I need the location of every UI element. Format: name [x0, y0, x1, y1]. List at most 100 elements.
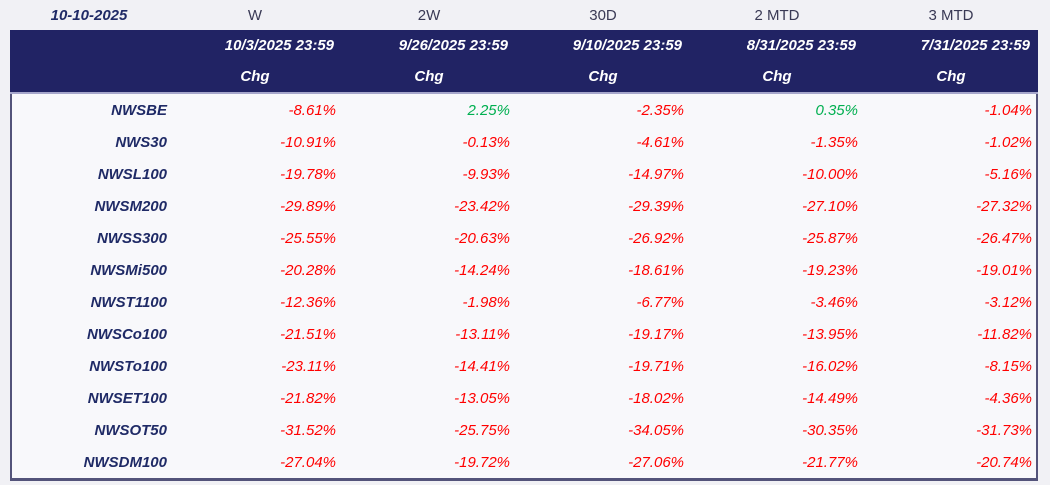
- table-row: NWSOT50 -31.52% -25.75% -34.05% -30.35% -31.7…: [12, 414, 1040, 446]
- row-label: NWSOT50: [94, 421, 167, 439]
- value-cell: -19.78%: [280, 165, 336, 183]
- period-label-2mtd: 2 MTD: [754, 6, 800, 24]
- value-cell: -8.15%: [984, 357, 1032, 375]
- chg-label-2mtd: Chg: [762, 68, 792, 85]
- value-cell: -9.93%: [462, 165, 510, 183]
- report-date: 10-10-2025: [50, 6, 128, 24]
- date-header-spacer: [10, 30, 168, 61]
- value-cell: -1.04%: [984, 101, 1032, 119]
- row-label: NWSBE: [111, 101, 167, 119]
- table-body: NWSBE -8.61% 2.25% -2.35% 0.35% -1.04% NWS30 -1…: [10, 94, 1038, 481]
- value-cell: -34.05%: [628, 421, 684, 439]
- value-cell: -10.00%: [802, 165, 858, 183]
- table-header-band: 10/3/2025 23:59 9/26/2025 23:59 9/10/202…: [10, 30, 1038, 94]
- value-cell: -21.77%: [802, 453, 858, 471]
- value-cell: -25.75%: [454, 421, 510, 439]
- value-cell: -23.11%: [281, 357, 336, 375]
- value-cell: -31.52%: [280, 421, 336, 439]
- value-cell: -16.02%: [802, 357, 858, 375]
- table-row: NWSS300 -25.55% -20.63% -26.92% -25.87% -26.4…: [12, 222, 1040, 254]
- column-date-2w: 9/26/2025 23:59: [398, 37, 508, 54]
- table-row: NWSET100 -21.82% -13.05% -18.02% -14.49% -4.3…: [12, 382, 1040, 414]
- value-cell: -14.41%: [454, 357, 510, 375]
- row-label: NWST1100: [90, 293, 167, 311]
- value-cell: -14.49%: [802, 389, 858, 407]
- value-cell: -13.95%: [802, 325, 858, 343]
- table-row: NWSTo100 -23.11% -14.41% -19.71% -16.02% -8.1…: [12, 350, 1040, 382]
- period-label-2w: 2W: [417, 6, 441, 24]
- table-row: NWS30 -10.91% -0.13% -4.61% -1.35% -1.02%: [12, 126, 1040, 158]
- chg-header-spacer: [10, 61, 168, 92]
- value-cell: -1.35%: [810, 133, 858, 151]
- period-header-row: 10-10-2025 W 2W 30D 2 MTD 3 MTD: [10, 0, 1038, 30]
- value-cell: -20.63%: [454, 229, 510, 247]
- value-cell: -26.92%: [628, 229, 684, 247]
- value-cell: -27.06%: [628, 453, 684, 471]
- value-cell: -20.74%: [976, 453, 1032, 471]
- value-cell: -4.61%: [636, 133, 684, 151]
- value-cell: -27.04%: [280, 453, 336, 471]
- chg-label-30d: Chg: [588, 68, 618, 85]
- value-cell: -5.16%: [984, 165, 1032, 183]
- date-header-row: 10/3/2025 23:59 9/26/2025 23:59 9/10/202…: [10, 30, 1038, 61]
- column-date-w: 10/3/2025 23:59: [224, 37, 334, 54]
- value-cell: -13.11%: [455, 325, 510, 343]
- value-cell: -21.82%: [280, 389, 336, 407]
- value-cell: -25.55%: [280, 229, 336, 247]
- value-cell: -19.01%: [976, 261, 1032, 279]
- value-cell: -14.24%: [454, 261, 510, 279]
- value-cell: -31.73%: [976, 421, 1032, 439]
- table-row: NWSBE -8.61% 2.25% -2.35% 0.35% -1.04%: [12, 94, 1040, 126]
- value-cell: -2.35%: [636, 101, 684, 119]
- value-cell: -8.61%: [288, 101, 336, 119]
- period-label-w: W: [247, 6, 263, 24]
- column-date-3mtd: 7/31/2025 23:59: [920, 37, 1030, 54]
- value-cell: -26.47%: [976, 229, 1032, 247]
- value-cell: -29.89%: [280, 197, 336, 215]
- value-cell: -20.28%: [280, 261, 336, 279]
- value-cell: -3.12%: [984, 293, 1032, 311]
- chg-label-w: Chg: [240, 68, 270, 85]
- value-cell: -4.36%: [984, 389, 1032, 407]
- row-label: NWSDM100: [83, 453, 167, 471]
- value-cell: -19.72%: [454, 453, 510, 471]
- row-label: NWSTo100: [89, 357, 167, 375]
- chg-header-row: Chg Chg Chg Chg Chg: [10, 61, 1038, 92]
- value-cell: -21.51%: [280, 325, 336, 343]
- value-cell: -14.97%: [628, 165, 684, 183]
- value-cell: 0.35%: [815, 101, 858, 119]
- value-cell: -1.98%: [462, 293, 510, 311]
- row-label: NWSMi500: [90, 261, 167, 279]
- value-cell: -19.17%: [628, 325, 684, 343]
- value-cell: -27.32%: [976, 197, 1032, 215]
- column-date-30d: 9/10/2025 23:59: [572, 37, 682, 54]
- chg-label-3mtd: Chg: [936, 68, 966, 85]
- row-label: NWSET100: [87, 389, 167, 407]
- value-cell: -25.87%: [802, 229, 858, 247]
- row-label: NWSL100: [97, 165, 167, 183]
- table-row: NWSDM100 -27.04% -19.72% -27.06% -21.77% -20.…: [12, 446, 1040, 478]
- value-cell: -29.39%: [628, 197, 684, 215]
- value-cell: -18.61%: [628, 261, 684, 279]
- period-label-3mtd: 3 MTD: [928, 6, 974, 24]
- table-row: NWSCo100 -21.51% -13.11% -19.17% -13.95% -11.…: [12, 318, 1040, 350]
- row-label: NWSCo100: [86, 325, 167, 343]
- column-date-2mtd: 8/31/2025 23:59: [746, 37, 856, 54]
- table-row: NWST1100 -12.36% -1.98% -6.77% -3.46% -3.12%: [12, 286, 1040, 318]
- value-cell: -10.91%: [280, 133, 336, 151]
- value-cell: -23.42%: [454, 197, 510, 215]
- value-cell: -11.82%: [977, 325, 1032, 343]
- row-label: NWSM200: [94, 197, 167, 215]
- value-cell: -0.13%: [462, 133, 510, 151]
- value-cell: -1.02%: [984, 133, 1032, 151]
- period-label-30d: 30D: [589, 6, 617, 24]
- value-cell: -27.10%: [802, 197, 858, 215]
- value-cell: -3.46%: [810, 293, 858, 311]
- chg-label-2w: Chg: [414, 68, 444, 85]
- table-row: NWSM200 -29.89% -23.42% -29.39% -27.10% -27.3…: [12, 190, 1040, 222]
- value-cell: -6.77%: [636, 293, 684, 311]
- value-cell: -19.23%: [802, 261, 858, 279]
- value-cell: 2.25%: [467, 101, 510, 119]
- row-label: NWS30: [115, 133, 167, 151]
- value-cell: -19.71%: [628, 357, 684, 375]
